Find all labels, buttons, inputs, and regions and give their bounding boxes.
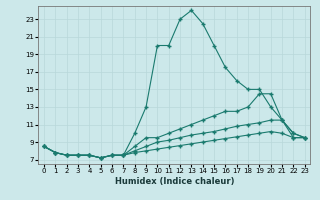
X-axis label: Humidex (Indice chaleur): Humidex (Indice chaleur) [115,177,234,186]
